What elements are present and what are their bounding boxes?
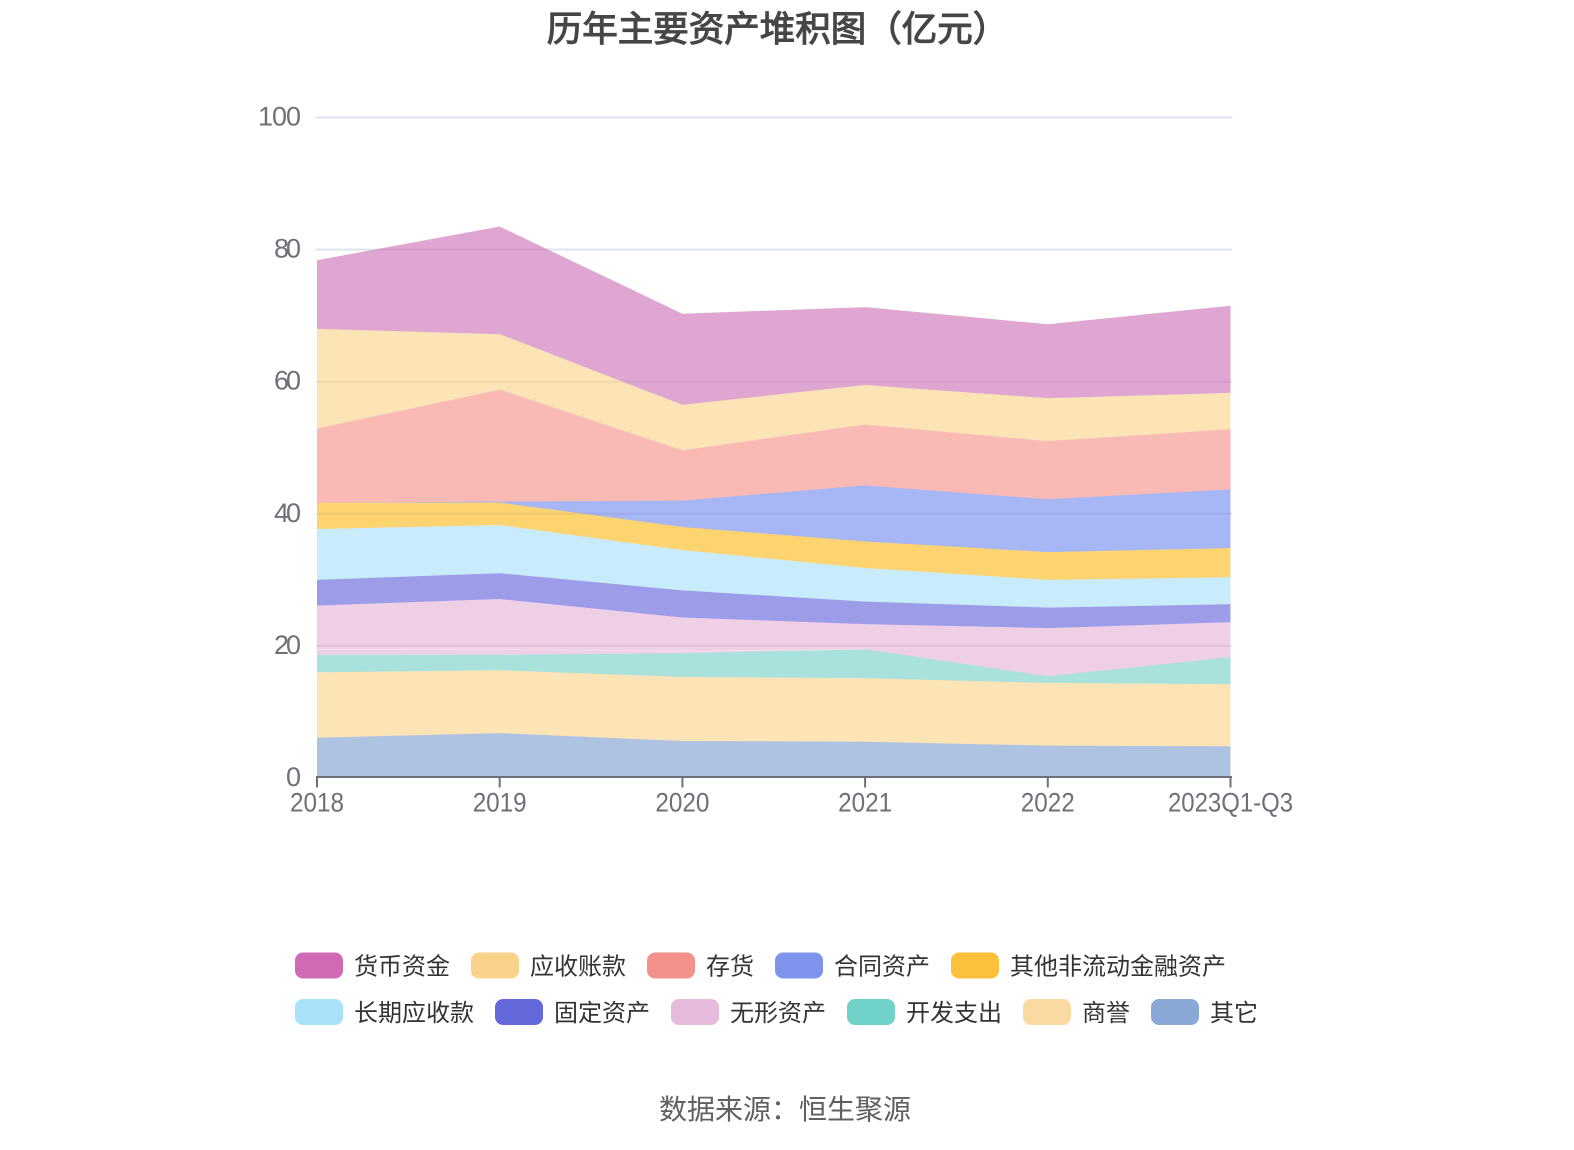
svg-text:2021: 2021	[838, 788, 892, 818]
svg-text:数据来源：恒生聚源: 数据来源：恒生聚源	[659, 1094, 911, 1125]
svg-text:2018: 2018	[290, 788, 344, 818]
svg-text:80: 80	[274, 234, 301, 264]
svg-text:2022: 2022	[1021, 788, 1075, 818]
svg-text:40: 40	[274, 498, 301, 528]
svg-text:长期应收款: 长期应收款	[354, 1000, 474, 1027]
svg-text:无形资产: 无形资产	[730, 1000, 826, 1027]
svg-text:2023Q1-Q3: 2023Q1-Q3	[1168, 788, 1293, 818]
svg-text:历年主要资产堆积图（亿元）: 历年主要资产堆积图（亿元）	[547, 9, 1009, 49]
svg-text:商誉: 商誉	[1082, 1000, 1130, 1027]
svg-text:固定资产: 固定资产	[554, 1000, 650, 1027]
svg-text:其他非流动金融资产: 其他非流动金融资产	[1010, 954, 1226, 981]
svg-text:货币资金: 货币资金	[354, 954, 450, 981]
svg-text:应收账款: 应收账款	[530, 954, 626, 981]
svg-text:合同资产: 合同资产	[834, 954, 930, 981]
svg-text:2019: 2019	[473, 788, 527, 818]
svg-text:存货: 存货	[706, 954, 754, 981]
svg-text:开发支出: 开发支出	[906, 1000, 1002, 1027]
svg-text:20: 20	[274, 630, 301, 660]
svg-text:60: 60	[274, 366, 301, 396]
svg-text:100: 100	[258, 102, 301, 132]
svg-text:0: 0	[286, 762, 301, 792]
svg-text:2020: 2020	[655, 788, 709, 818]
svg-text:其它: 其它	[1210, 1000, 1258, 1027]
